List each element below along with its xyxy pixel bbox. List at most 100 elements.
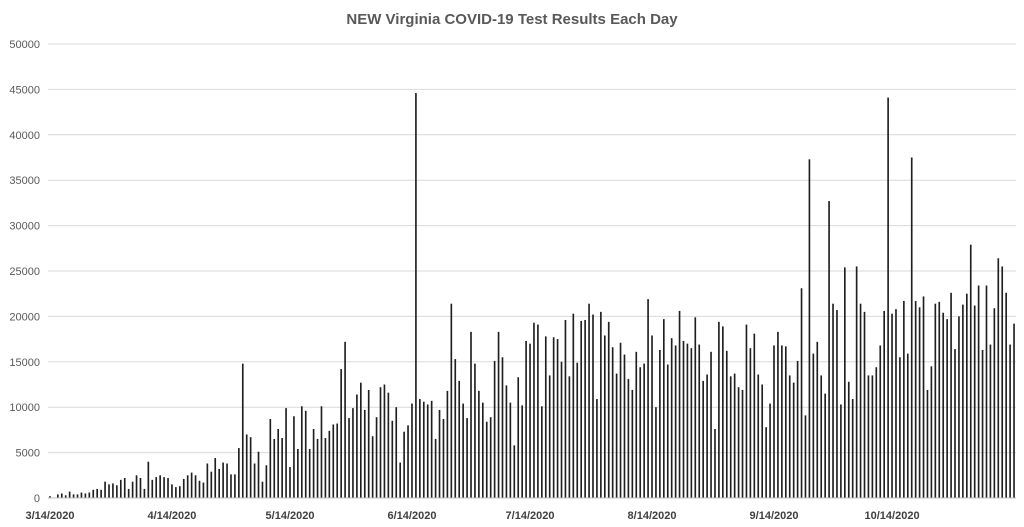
bar bbox=[513, 445, 516, 498]
bar bbox=[946, 319, 948, 498]
bar bbox=[501, 357, 504, 498]
bar bbox=[57, 494, 59, 498]
bar bbox=[454, 359, 457, 498]
bar bbox=[761, 384, 764, 498]
bar bbox=[328, 430, 331, 498]
bar bbox=[938, 301, 941, 498]
bar bbox=[607, 321, 610, 498]
bar bbox=[855, 266, 858, 498]
x-tick-label: 5/14/2020 bbox=[266, 510, 315, 522]
bar bbox=[379, 387, 382, 498]
bar bbox=[104, 481, 106, 498]
bar bbox=[308, 448, 311, 498]
bar bbox=[682, 340, 685, 498]
bar bbox=[910, 157, 913, 498]
bar bbox=[706, 374, 708, 498]
bar bbox=[241, 363, 244, 498]
bar bbox=[1009, 344, 1011, 498]
bar bbox=[529, 343, 531, 498]
bar bbox=[1005, 292, 1007, 498]
bar bbox=[442, 419, 445, 498]
bar bbox=[419, 399, 421, 498]
bar bbox=[576, 362, 579, 498]
bar bbox=[238, 448, 240, 498]
bar bbox=[729, 376, 732, 498]
bar bbox=[478, 390, 480, 498]
bar bbox=[352, 408, 354, 498]
bar bbox=[623, 354, 626, 498]
bar bbox=[186, 475, 189, 498]
bar bbox=[619, 342, 622, 498]
bar bbox=[293, 416, 295, 498]
bar bbox=[470, 331, 472, 498]
bar bbox=[399, 462, 401, 498]
bar bbox=[816, 341, 819, 498]
x-tick-label: 7/14/2020 bbox=[506, 510, 555, 522]
bar bbox=[312, 428, 315, 498]
bar bbox=[194, 475, 197, 498]
bar bbox=[458, 380, 461, 498]
bar bbox=[887, 97, 889, 498]
bar bbox=[914, 300, 917, 498]
bar bbox=[493, 360, 496, 498]
bar bbox=[222, 462, 224, 498]
x-tick-label: 10/14/2020 bbox=[865, 510, 920, 522]
bar bbox=[371, 436, 374, 498]
y-tick-label: 40000 bbox=[9, 130, 40, 142]
bar bbox=[422, 401, 425, 498]
x-tick-label: 8/14/2020 bbox=[628, 510, 677, 522]
bar bbox=[733, 373, 736, 498]
x-tick-label: 6/14/2020 bbox=[388, 510, 437, 522]
bar bbox=[285, 408, 287, 498]
bar bbox=[792, 382, 795, 498]
bar bbox=[600, 311, 602, 498]
y-tick-label: 25000 bbox=[9, 266, 40, 278]
y-tick-label: 50000 bbox=[9, 39, 40, 51]
bar bbox=[387, 392, 390, 498]
bar bbox=[131, 481, 134, 498]
bar bbox=[962, 304, 964, 498]
bar bbox=[702, 380, 704, 498]
bar bbox=[281, 438, 283, 498]
bar bbox=[253, 463, 256, 498]
bar bbox=[261, 481, 264, 498]
bar bbox=[438, 409, 441, 498]
bar bbox=[725, 350, 728, 498]
bar bbox=[836, 310, 838, 498]
bar bbox=[403, 431, 405, 498]
bar bbox=[108, 484, 110, 498]
bar bbox=[544, 336, 547, 498]
bar bbox=[139, 478, 142, 498]
bar bbox=[666, 364, 669, 498]
bar bbox=[466, 418, 468, 498]
bar bbox=[407, 425, 409, 498]
bar bbox=[182, 478, 185, 498]
bar bbox=[875, 367, 878, 498]
bar bbox=[375, 417, 378, 498]
bar bbox=[116, 485, 118, 498]
bar bbox=[245, 434, 248, 498]
bar bbox=[922, 296, 925, 498]
bar bbox=[68, 491, 71, 498]
x-tick-label: 4/14/2020 bbox=[147, 510, 196, 522]
bar bbox=[954, 349, 956, 498]
bar bbox=[84, 493, 87, 498]
bar bbox=[985, 285, 988, 498]
bar bbox=[481, 402, 484, 498]
bar bbox=[840, 404, 842, 498]
y-tick-label: 45000 bbox=[9, 84, 40, 96]
bar bbox=[485, 421, 488, 498]
bar bbox=[214, 458, 217, 498]
bar bbox=[360, 382, 362, 498]
bar bbox=[958, 316, 960, 498]
bar bbox=[891, 313, 893, 498]
bar bbox=[859, 303, 862, 498]
bar bbox=[670, 338, 673, 498]
bar bbox=[655, 407, 657, 498]
bar bbox=[143, 488, 146, 498]
bar bbox=[895, 309, 897, 498]
bar bbox=[100, 489, 102, 498]
bar bbox=[304, 410, 307, 498]
bar bbox=[851, 399, 854, 498]
bar bbox=[611, 347, 614, 498]
